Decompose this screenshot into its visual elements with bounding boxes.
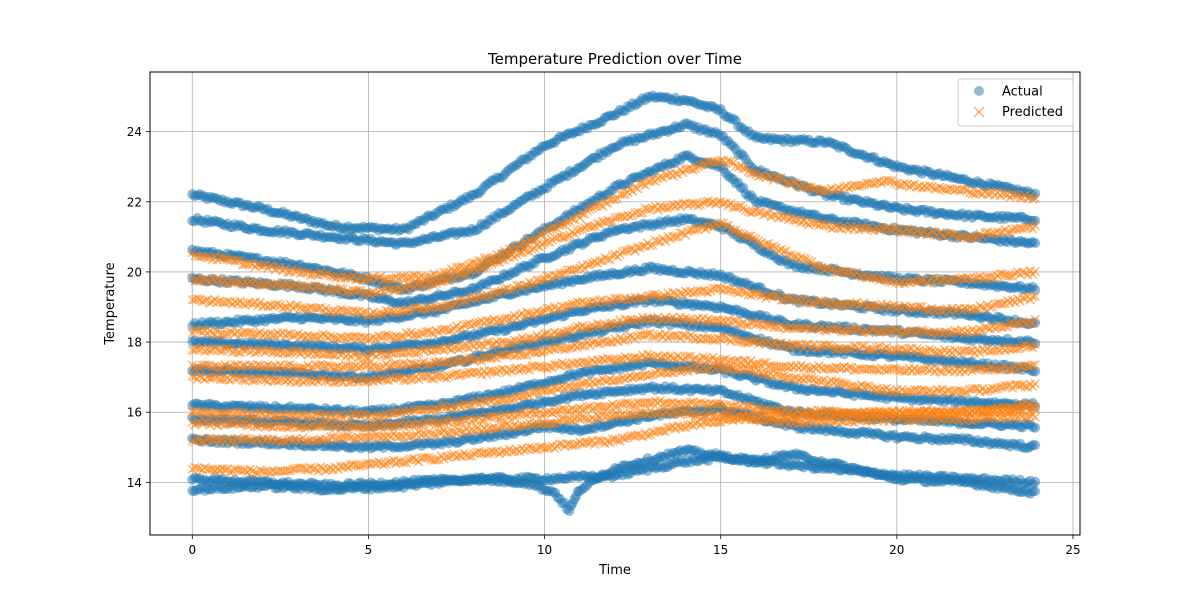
- actual-point: [1030, 238, 1041, 249]
- series-actual-curve: [187, 118, 1041, 251]
- series-actual-curve: [187, 90, 1041, 236]
- actual-point: [1030, 476, 1041, 487]
- actual-point: [1030, 486, 1041, 497]
- actual-point: [1030, 440, 1041, 451]
- series-layer: [187, 90, 1041, 516]
- actual-point: [1030, 422, 1041, 433]
